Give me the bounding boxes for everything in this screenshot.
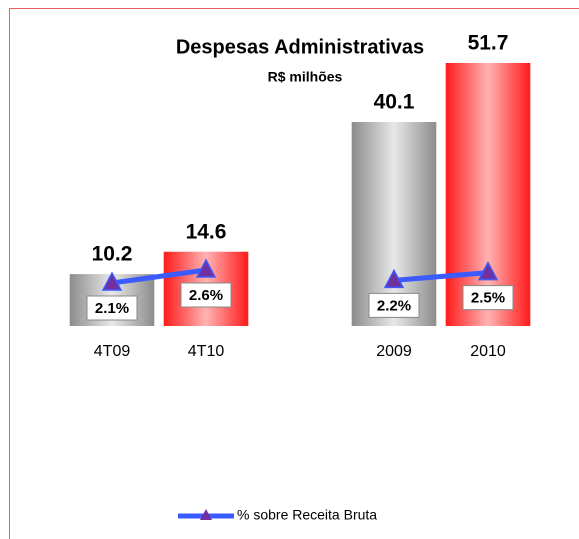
line-marker — [195, 258, 217, 278]
bar — [445, 63, 531, 326]
line-marker — [477, 260, 499, 281]
line-marker — [383, 268, 405, 289]
line-value-label: 2.1% — [95, 300, 129, 317]
line-marker — [101, 271, 123, 291]
line-label-box — [86, 295, 138, 321]
bar-value-label: 51.7 — [468, 32, 509, 55]
bar-value-label: 40.1 — [374, 91, 415, 114]
line-series — [111, 267, 207, 286]
line-label-box — [180, 282, 232, 308]
legend-label: % sobre Receita Bruta — [237, 507, 377, 523]
chart-subtitle: R$ milhões — [268, 69, 343, 85]
bar — [351, 122, 437, 326]
legend-marker — [200, 509, 212, 520]
chart-title: Despesas Administrativas — [176, 36, 424, 58]
x-tick-label: 4T09 — [94, 343, 131, 360]
x-tick-label: 2009 — [376, 343, 412, 360]
line-value-label: 2.6% — [189, 287, 223, 304]
bar-value-label: 10.2 — [92, 243, 133, 266]
line-value-label: 2.2% — [377, 297, 411, 314]
bar-value-label: 14.6 — [186, 220, 227, 243]
x-tick-label: 4T10 — [188, 343, 225, 360]
x-tick-label: 2010 — [470, 343, 506, 360]
line-label-box — [368, 292, 420, 318]
line-series — [393, 270, 489, 283]
line-label-box — [462, 285, 514, 311]
line-value-label: 2.5% — [471, 290, 505, 307]
